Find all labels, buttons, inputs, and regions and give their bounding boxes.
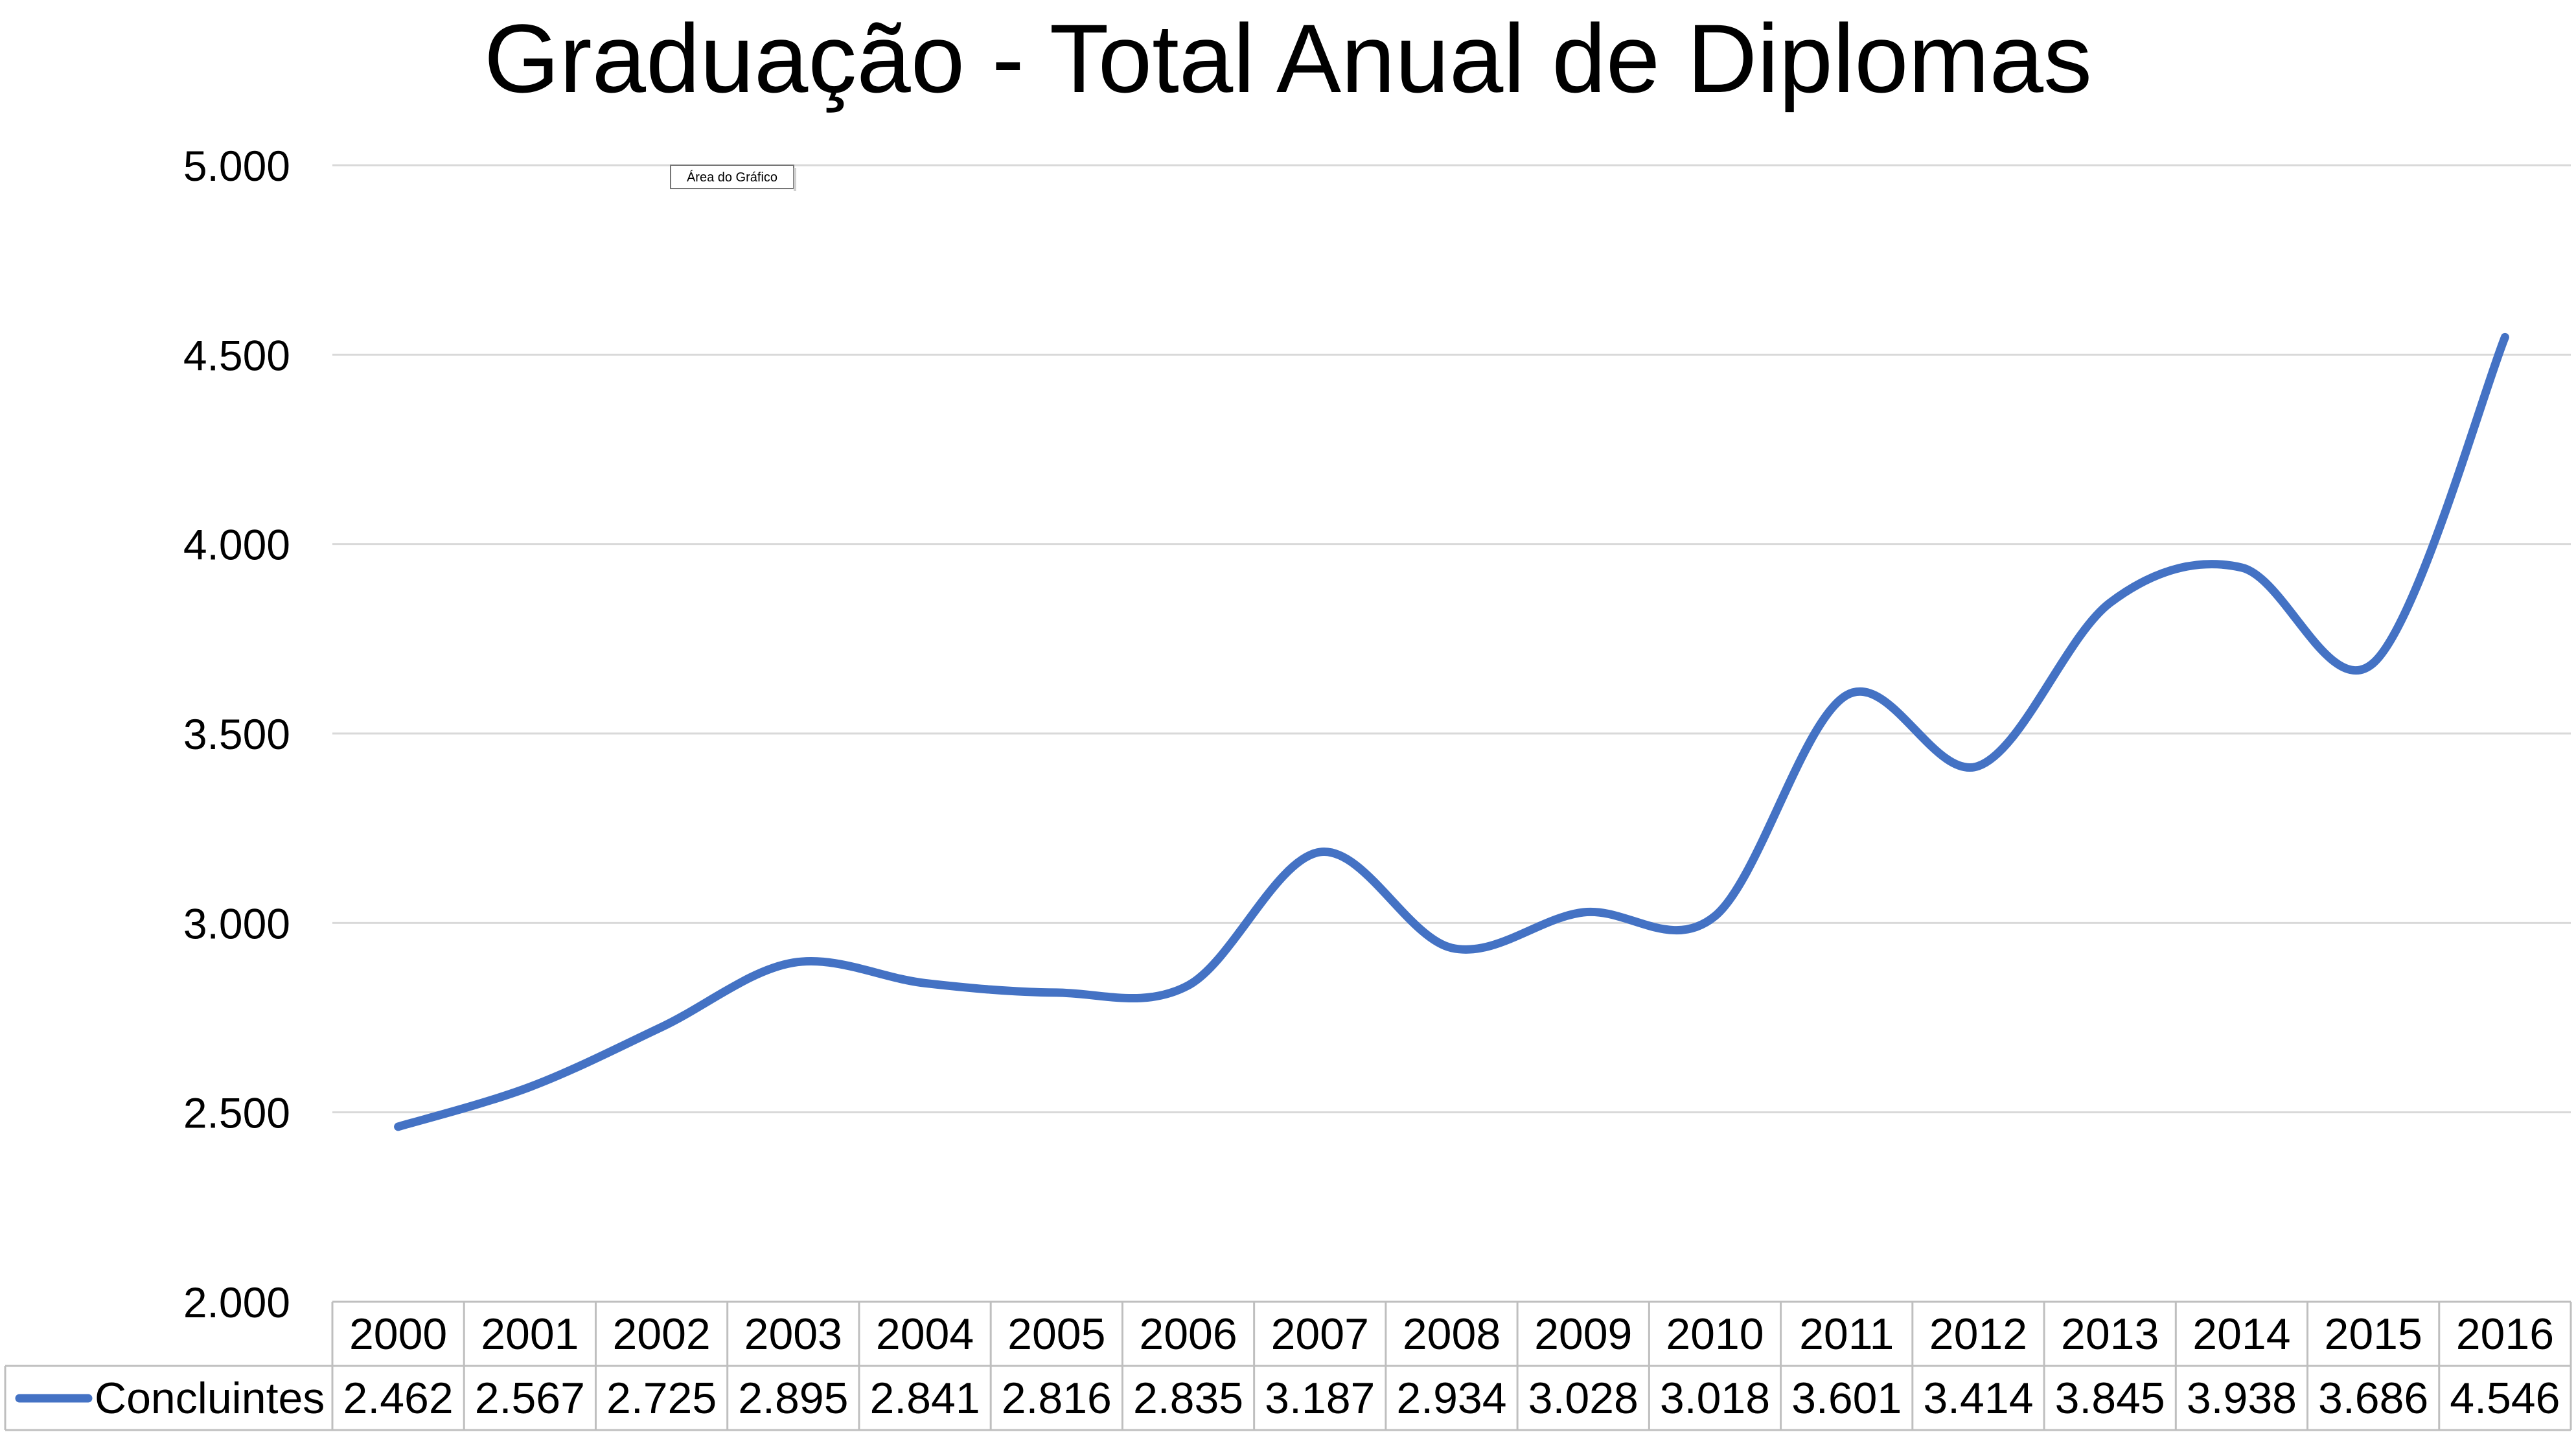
x-category-label: 2010 [1666, 1310, 1764, 1359]
y-tick-label: 4.000 [183, 521, 290, 569]
data-label: 2.725 [606, 1374, 717, 1423]
x-category-label: 2009 [1534, 1310, 1632, 1359]
data-label: 3.028 [1528, 1374, 1639, 1423]
data-label: 2.816 [1002, 1374, 1112, 1423]
series-layer [398, 337, 2505, 1127]
y-axis-ticks: 2.000 2.500 3.000 3.500 4.000 4.500 5.000 [183, 142, 290, 1326]
data-label: 2.841 [869, 1374, 980, 1423]
y-tick-label: 4.500 [183, 331, 290, 379]
x-category-label: 2011 [1799, 1310, 1894, 1359]
x-category-label: 2012 [1929, 1310, 2027, 1359]
data-label: 4.546 [2450, 1374, 2560, 1423]
chart-area-tooltip: Área do Gráfico [671, 165, 796, 191]
y-tick-label: 3.500 [183, 710, 290, 758]
data-label: 3.601 [1791, 1374, 1902, 1423]
x-category-label: 2000 [349, 1310, 447, 1359]
data-label: 2.567 [475, 1374, 585, 1423]
data-table: 2000 2.462 2001 2.567 2002 2.725 2003 2.895 2004… [5, 1302, 2571, 1430]
data-label: 2.835 [1133, 1374, 1243, 1423]
legend-label-concluintes: Concluintes [95, 1374, 325, 1423]
data-label: 2.934 [1396, 1374, 1506, 1423]
tooltip-text: Área do Gráfico [687, 170, 777, 185]
data-label: 3.845 [2055, 1374, 2165, 1423]
x-category-label: 2007 [1271, 1310, 1369, 1359]
y-tick-label: 5.000 [183, 142, 290, 190]
x-category-label: 2005 [1007, 1310, 1105, 1359]
x-category-label: 2013 [2061, 1310, 2159, 1359]
data-label: 2.462 [343, 1374, 454, 1423]
data-label: 3.938 [2187, 1374, 2297, 1423]
y-tick-label: 2.000 [183, 1278, 290, 1326]
y-tick-label: 3.000 [183, 899, 290, 947]
x-category-label: 2002 [612, 1310, 710, 1359]
x-category-label: 2004 [876, 1310, 974, 1359]
data-label: 3.018 [1660, 1374, 1770, 1423]
x-category-label: 2014 [2192, 1310, 2290, 1359]
x-category-label: 2003 [744, 1310, 842, 1359]
gridlines [332, 165, 2571, 1113]
data-label: 3.414 [1923, 1374, 2033, 1423]
y-tick-label: 2.500 [183, 1089, 290, 1137]
x-category-label: 2001 [481, 1310, 579, 1359]
x-category-label: 2006 [1139, 1310, 1237, 1359]
x-category-label: 2008 [1403, 1310, 1501, 1359]
x-category-label: 2015 [2325, 1310, 2422, 1359]
chart-title: Graduação - Total Anual de Diplomas [484, 4, 2092, 113]
data-label: 2.895 [738, 1374, 848, 1423]
x-category-label: 2016 [2456, 1310, 2554, 1359]
data-label: 3.187 [1265, 1374, 1375, 1423]
data-label: 3.686 [2318, 1374, 2428, 1423]
series-line-concluintes [398, 337, 2505, 1127]
